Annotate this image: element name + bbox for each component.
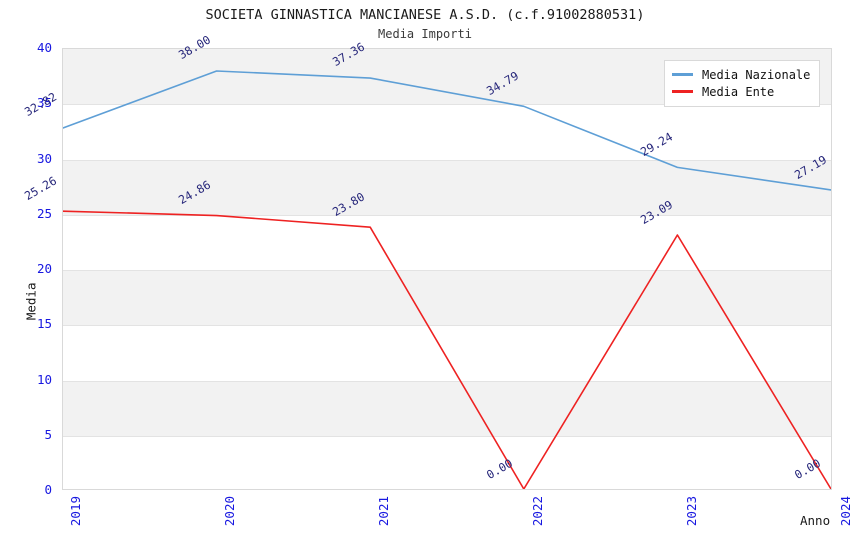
- legend-label-media-nazionale: Media Nazionale: [702, 67, 811, 82]
- chart-subtitle: Media Importi: [378, 27, 472, 41]
- legend-item-media-ente: Media Ente: [672, 83, 810, 100]
- y-axis-tick-label: 40: [36, 40, 52, 55]
- series-lines: [63, 49, 831, 489]
- plot-band: [63, 270, 831, 326]
- series-line: [63, 211, 831, 489]
- y-axis-tick-label: 20: [36, 261, 52, 276]
- x-axis-tick-label: 2021: [376, 496, 391, 527]
- legend-label-media-ente: Media Ente: [702, 84, 775, 99]
- x-axis-tick-label: 2019: [68, 496, 83, 527]
- y-axis-label: Media: [23, 282, 39, 321]
- gridline: [63, 435, 831, 437]
- gridline: [63, 104, 831, 106]
- y-axis-tick-label: 10: [36, 371, 52, 387]
- y-axis-tick-label: 0: [44, 482, 52, 497]
- y-axis-tick-label: 25: [36, 205, 52, 221]
- legend-swatch-media-nazionale: [672, 73, 693, 76]
- plot-band: [63, 159, 831, 215]
- gridline: [63, 270, 831, 271]
- gridline: [63, 325, 831, 327]
- y-axis-tick-label: 5: [44, 426, 52, 442]
- y-axis-tick-label: 30: [36, 150, 52, 166]
- plot-area: [62, 48, 832, 490]
- y-axis-tick-label: 35: [36, 95, 52, 111]
- legend-swatch-media-ente: [672, 90, 693, 93]
- plot-bands: [63, 49, 831, 489]
- gridline: [63, 159, 831, 161]
- x-axis-tick-label: 2024: [838, 496, 850, 527]
- chart-legend: Media Nazionale Media Ente: [664, 60, 821, 107]
- legend-item-media-nazionale: Media Nazionale: [672, 66, 810, 83]
- x-axis-tick-label: 2023: [684, 496, 699, 527]
- x-axis-tick-label: 2020: [222, 496, 237, 527]
- x-axis-tick-label: 2022: [530, 496, 545, 527]
- gridline: [63, 380, 831, 382]
- gridline: [63, 214, 831, 216]
- series-line: [63, 71, 831, 190]
- data-point-label: 25.26: [22, 173, 59, 203]
- plot-band: [63, 380, 831, 436]
- plot-gridlines: [63, 49, 831, 489]
- chart-title: SOCIETA GINNASTICA MANCIANESE A.S.D. (c.…: [205, 7, 645, 23]
- y-axis-tick-label: 15: [36, 316, 52, 332]
- x-axis-label: Anno: [800, 513, 831, 528]
